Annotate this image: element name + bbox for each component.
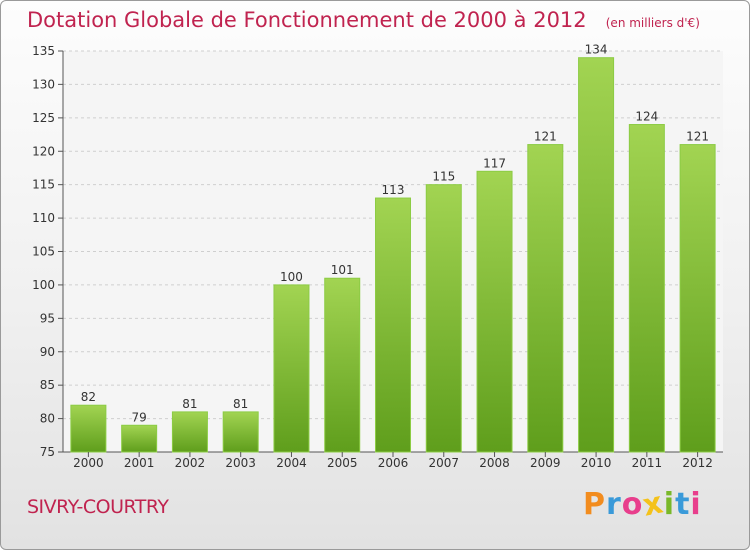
data-label: 79 <box>132 410 147 424</box>
x-tick-label: 2011 <box>632 456 663 470</box>
data-label: 113 <box>382 183 405 197</box>
commune-name: SIVRY-COURTRY <box>27 496 169 518</box>
logo-letter: i <box>690 487 702 522</box>
bar <box>527 144 564 453</box>
data-label: 82 <box>81 390 96 404</box>
logo-letter: i <box>663 487 676 522</box>
data-label: 134 <box>585 43 608 57</box>
y-tick-label: 120 <box>32 144 55 158</box>
proxiti-logo: Proxiti <box>583 485 702 523</box>
x-tick-label: 2000 <box>73 456 104 470</box>
x-tick-label: 2001 <box>124 456 155 470</box>
y-tick-label: 135 <box>32 44 55 58</box>
bar <box>425 184 462 453</box>
bar <box>628 124 665 453</box>
data-label: 121 <box>686 130 709 144</box>
bar <box>121 424 158 453</box>
bar <box>273 284 310 453</box>
data-label: 124 <box>635 110 658 124</box>
data-label: 115 <box>432 170 455 184</box>
x-tick-label: 2003 <box>225 456 256 470</box>
bar <box>578 57 615 453</box>
bar <box>324 277 361 453</box>
data-label: 100 <box>280 270 303 284</box>
logo-letter: t <box>675 487 691 522</box>
data-label: 81 <box>233 397 248 411</box>
bar <box>70 404 107 453</box>
x-tick-label: 2007 <box>428 456 459 470</box>
x-tick-label: 2009 <box>530 456 561 470</box>
bar <box>375 197 411 453</box>
data-label: 81 <box>182 397 197 411</box>
y-tick-label: 75 <box>40 445 55 459</box>
bar <box>476 170 513 453</box>
bar <box>171 411 208 453</box>
data-label: 117 <box>483 156 506 170</box>
x-tick-label: 2005 <box>327 456 358 470</box>
y-tick-label: 85 <box>40 378 55 392</box>
x-tick-label: 2008 <box>479 456 510 470</box>
y-tick-label: 125 <box>32 111 55 125</box>
bar <box>222 411 259 453</box>
bar <box>679 144 716 453</box>
y-tick-label: 95 <box>40 311 55 325</box>
y-tick-label: 105 <box>32 245 55 259</box>
data-label: 101 <box>331 263 354 277</box>
logo-letter: o <box>621 487 644 522</box>
x-tick-label: 2012 <box>682 456 713 470</box>
x-tick-label: 2002 <box>175 456 206 470</box>
chart-subtitle: (en milliers d'€) <box>605 16 700 30</box>
x-tick-label: 2004 <box>276 456 307 470</box>
x-tick-label: 2006 <box>378 456 409 470</box>
data-label: 121 <box>534 130 557 144</box>
y-tick-label: 80 <box>40 412 55 426</box>
y-tick-label: 130 <box>32 77 55 91</box>
logo-letter: r <box>606 487 622 522</box>
y-tick-label: 110 <box>32 211 55 225</box>
y-tick-label: 115 <box>32 178 55 192</box>
logo-letter: P <box>583 487 606 522</box>
y-tick-label: 90 <box>40 345 55 359</box>
x-tick-label: 2010 <box>581 456 612 470</box>
y-tick-label: 100 <box>32 278 55 292</box>
chart-header: Dotation Globale de Fonctionnement de 20… <box>27 8 700 32</box>
chart-title: Dotation Globale de Fonctionnement de 20… <box>27 8 587 32</box>
